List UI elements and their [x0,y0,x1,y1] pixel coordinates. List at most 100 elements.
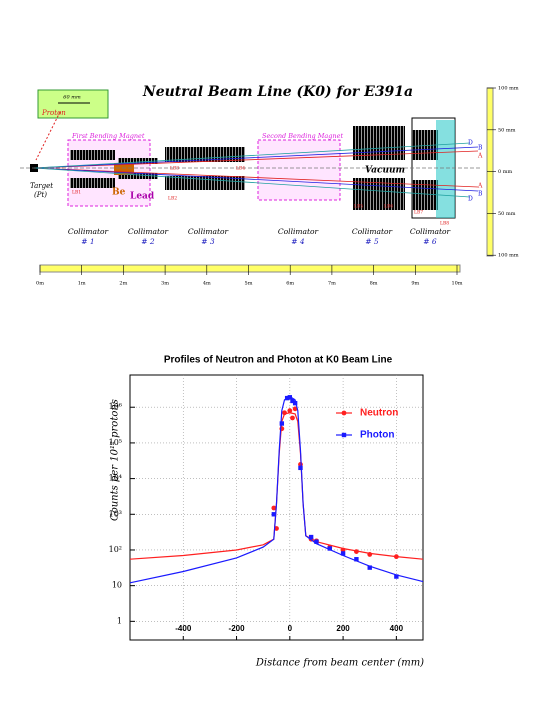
collimator-number: # 3 [201,237,215,246]
collimator-number: # 2 [141,237,155,246]
data-point [282,410,287,416]
x-scale-label: 0 mm [498,169,513,175]
collimator-name: Collimator [68,227,109,236]
proton-arrow [35,111,61,161]
legend-marker [341,410,347,416]
beam-letter: A [477,153,483,160]
data-point [290,398,295,404]
x-tick-label: 400 [390,624,404,633]
lb-label: LB3 [170,166,179,172]
data-point [290,415,295,421]
x-scale-label: 50 mm [498,211,516,217]
beam-letter: A [477,183,483,190]
data-point [287,408,293,414]
z-scale-label: 4m [203,281,211,287]
data-point [327,546,332,551]
data-point [314,539,319,544]
z-scale-bar [39,264,461,273]
legend-label: Photon [360,430,394,441]
data-point [354,557,359,562]
chart-title: Profiles of Neutron and Photon at K0 Bea… [164,355,393,366]
data-point [271,512,277,517]
z-scale-label: 5m [245,281,253,287]
collimator-name: Collimator [410,227,451,236]
data-point [354,549,359,555]
fit-line [129,395,424,584]
collimator-number: # 5 [365,237,379,246]
y-tick-label: 10² [109,545,122,554]
magnet-box [257,139,341,201]
x-scale-label: 50 mm [498,127,516,133]
z-scale-label: 7m [328,281,336,287]
lb-label: LB8 [440,221,449,227]
z-scale-label: 8m [370,281,378,287]
z-scale-label: 6m [286,281,294,287]
x-tick-label: -400 [175,624,192,633]
data-point [271,505,277,511]
beam-line-diagram: Neutral Beam Line (K0) for E391a 60 mm P… [20,84,519,287]
lb-label: LB7 [414,210,423,216]
data-point [287,395,293,400]
y-tick-label: 1 [117,616,122,625]
data-point [394,574,399,579]
vacuum-window [436,120,455,218]
vacuum-label: Vacuum [365,166,405,176]
collimator-name: Collimator [128,227,169,236]
y-tick-label: 10⁵ [109,438,122,447]
lb-label: LB5 [354,204,363,210]
data-point [340,551,346,556]
collimator-blocks [70,126,438,210]
data-point [340,547,346,553]
legend-marker [341,432,347,438]
lb-label: LB1 [72,190,81,196]
data-point [292,406,298,412]
collimator-name: Collimator [352,227,393,236]
y-tick-label: 10⁶ [109,402,122,411]
data-point [279,421,285,426]
data-point [284,395,290,401]
x-scale-label: 100 mm [498,86,519,92]
y-axis-label: Counts per 10¹² protons [110,399,121,521]
beam-lines [20,142,480,198]
diagram-title: Neutral Beam Line (K0) for E391a [142,84,413,100]
beam-letter: B [478,191,483,198]
collimator-number: # 4 [291,237,305,246]
data-point [308,534,314,540]
x-scale-label: 100 mm [498,253,519,259]
magnet-label: Second Bending Magnet [262,132,343,140]
x-tick-label: -200 [229,624,246,633]
collimator-number: # 1 [81,237,94,246]
material-label: Be [112,188,126,198]
beam-letter: D [468,196,473,203]
x-tick-label: 200 [336,624,350,633]
x-scale-bar [486,87,494,257]
data-point [367,552,373,557]
proton-label: Proton [41,109,66,117]
data-point [367,565,372,570]
z-scale-label: 3m [161,281,169,287]
legend-label: Neutron [360,408,398,419]
collimator-name: Collimator [188,227,229,236]
target-label: Target [30,182,53,190]
collimator-name: Collimator [278,227,319,236]
data-point [393,554,399,560]
z-scale-label: 1m [78,281,86,287]
z-scale-label: 0m [36,281,44,287]
y-tick-label: 10⁴ [109,474,122,483]
inset-scale: 60 mm [63,95,81,101]
lb-label: LB4 [236,166,245,172]
plot-frame [129,374,424,641]
z-scale-label: 2m [119,281,127,287]
fit-line [129,412,424,560]
lb-label: LB6 [384,204,393,210]
x-axis-label: Distance from beam center (mm) [255,658,424,669]
target-label: (Pt) [34,191,47,199]
beam-letter: B [478,145,483,152]
chart: Profiles of Neutron and Photon at K0 Bea… [109,355,425,669]
y-tick-label: 10 [112,581,122,590]
beam-letter: D [468,140,473,147]
data-point [292,400,298,406]
data-point [298,465,303,471]
z-scale-label: 10m [451,281,462,287]
